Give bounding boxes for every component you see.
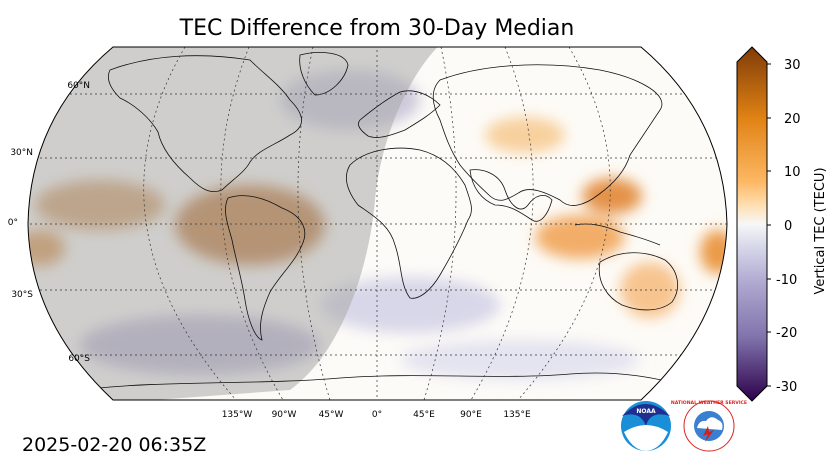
australia-outline: [598, 252, 679, 311]
lat-label-60n: 60°N: [67, 81, 90, 91]
longitude-labels: 135°W 90°W 45°W 0° 45°E 90°E 135°E: [222, 410, 531, 420]
colorbar-tick-label: 10: [784, 165, 801, 180]
south-america-outline: [225, 195, 306, 341]
anomaly-blob-indian-ocean: [535, 215, 625, 259]
colorbar-tick-label: -10: [776, 273, 797, 288]
antarctica-outline: [79, 372, 701, 391]
map-border: [27, 46, 728, 401]
anomaly-blob-south-china-sea: [582, 178, 642, 214]
africa-outline: [345, 147, 472, 299]
colorbar-tick-labels: 30 20 10 0 -10 -20 -30: [776, 58, 801, 395]
anomaly-blob-south-atlantic: [320, 277, 500, 333]
noaa-logo-bird: [622, 404, 670, 426]
lon-label-135w: 135°W: [222, 410, 253, 420]
latitude-labels: 60°N 30°N 0° 30°S 60°S: [8, 81, 91, 364]
world-map: [28, 47, 727, 400]
colorbar-ticks: [767, 63, 771, 387]
colorbar-fill: [736, 46, 768, 402]
lat-label-0: 0°: [8, 218, 18, 228]
timestamp: 2025-02-20 06:35Z: [22, 434, 206, 456]
lon-label-90e: 90°E: [460, 410, 482, 420]
colorbar-tick-label: -30: [776, 380, 797, 395]
greenland-outline: [299, 52, 349, 96]
lon-label-90w: 90°W: [272, 410, 297, 420]
colorbar: 30 20 10 0 -10 -20 -30 Vertical TEC (TEC…: [736, 46, 828, 402]
colorbar-label: Vertical TEC (TECU): [813, 167, 828, 294]
colorbar-tick-label: 30: [784, 58, 801, 73]
colorbar-tick-label: 20: [784, 112, 801, 127]
coastlines: [79, 52, 701, 391]
lat-label-60s: 60°S: [68, 354, 90, 364]
nws-logo-bolt: [703, 426, 714, 442]
lon-label-135e: 135°E: [503, 410, 531, 420]
asia-outline: [432, 64, 663, 206]
lon-label-45w: 45°W: [319, 410, 344, 420]
lat-label-30s: 30°S: [11, 290, 33, 300]
meridian-90e: [470, 47, 534, 400]
noaa-logo: NOAA: [621, 401, 671, 451]
noaa-logo-wave: [624, 425, 668, 451]
colorbar-tick-label: 0: [784, 219, 792, 234]
anomaly-blob-asia: [485, 117, 565, 153]
graticule: [28, 47, 727, 400]
north-america-outline: [107, 55, 302, 193]
nws-logo-text: NATIONAL WEATHER SERVICE: [671, 400, 747, 406]
night-shade: [28, 47, 445, 400]
lon-label-0: 0°: [372, 410, 382, 420]
lat-label-30n: 30°N: [10, 148, 33, 158]
nws-logo: NATIONAL WEATHER SERVICE: [671, 400, 747, 452]
meridian-90w: [220, 47, 284, 400]
anomaly-blob-east-edge: [700, 230, 727, 274]
arabia-india-outline: [469, 169, 553, 222]
anomaly-blob-southern-ocean: [400, 340, 640, 380]
lon-label-45e: 45°E: [413, 410, 435, 420]
colorbar-tick-label: -20: [776, 326, 797, 341]
nws-logo-cloud: [697, 417, 723, 430]
map-title: TEC Difference from 30-Day Median: [179, 16, 575, 41]
noaa-logo-text: NOAA: [636, 408, 656, 415]
indonesia-outline: [574, 223, 661, 246]
